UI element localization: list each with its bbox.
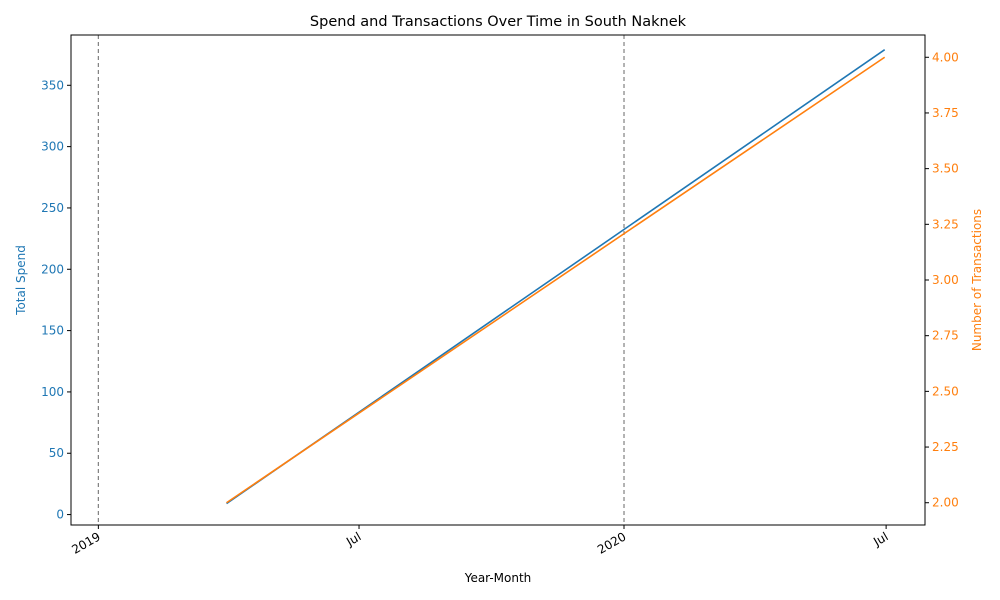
left-y-tick-label: 50 <box>49 446 64 460</box>
left-y-tick-label: 350 <box>41 78 64 92</box>
left-y-tick-label: 100 <box>41 385 64 399</box>
left-y-tick-label: 250 <box>41 201 64 215</box>
left-y-tick-label: 300 <box>41 140 64 154</box>
series-line-right <box>226 56 886 504</box>
right-y-tick-label: 2.75 <box>932 329 959 343</box>
right-y-tick-label: 3.50 <box>932 162 959 176</box>
right-y-tick-label: 3.00 <box>932 273 959 287</box>
left-y-axis-label: Total Spend <box>14 245 28 316</box>
right-y-axis-ticks: 2.00 2.25 2.50 2.75 3.00 3.25 3.50 3.75 4.00 <box>925 50 959 510</box>
x-axis-label: Year-Month <box>464 571 532 585</box>
x-tick-label: Jul <box>343 529 363 549</box>
right-y-tick-label: 2.50 <box>932 384 959 398</box>
year-boundary-lines <box>97 35 625 525</box>
right-y-tick-label: 3.75 <box>932 106 959 120</box>
x-tick-label: Jul <box>870 529 890 549</box>
right-y-tick-label: 3.25 <box>932 217 959 231</box>
right-y-tick-label: 2.00 <box>932 496 959 510</box>
right-y-axis-label: Number of Transactions <box>970 209 984 351</box>
left-y-axis-ticks: 0 50 100 150 200 250 300 350 <box>41 78 71 522</box>
right-y-tick-label: 4.00 <box>932 50 959 64</box>
chart-title: Spend and Transactions Over Time in Sout… <box>310 14 687 30</box>
left-y-tick-label: 0 <box>56 508 64 522</box>
series-lines <box>226 49 886 505</box>
left-y-tick-label: 150 <box>41 324 64 338</box>
left-y-tick-label: 200 <box>41 262 64 276</box>
right-y-tick-label: 2.25 <box>932 440 959 454</box>
